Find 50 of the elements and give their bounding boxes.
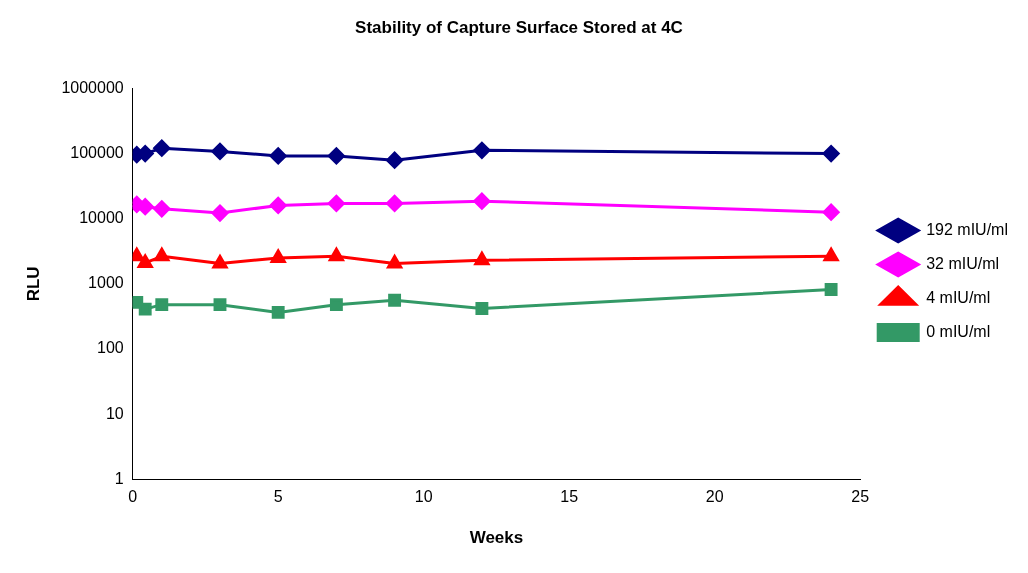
point bbox=[137, 254, 153, 268]
point bbox=[212, 255, 228, 269]
point bbox=[475, 302, 489, 315]
y-axis-title: RLU bbox=[23, 266, 43, 302]
legend-label: 0 mIU/ml bbox=[926, 322, 991, 340]
y-tick-label: 10 bbox=[105, 404, 124, 422]
point bbox=[211, 142, 229, 160]
point bbox=[822, 145, 840, 163]
point bbox=[154, 247, 170, 262]
point bbox=[473, 141, 491, 159]
point bbox=[213, 298, 227, 312]
point bbox=[822, 203, 840, 221]
point bbox=[474, 251, 490, 266]
point bbox=[824, 283, 838, 296]
point bbox=[327, 194, 345, 212]
y-tick-label: 10000 bbox=[79, 209, 124, 227]
x-tick-label: 5 bbox=[273, 488, 283, 506]
point bbox=[473, 192, 491, 210]
y-tick-label: 100 bbox=[96, 339, 124, 357]
point bbox=[270, 249, 286, 263]
point bbox=[138, 302, 152, 316]
point bbox=[271, 305, 285, 319]
point bbox=[388, 293, 402, 307]
point bbox=[211, 204, 229, 222]
point bbox=[329, 298, 343, 312]
chart-title: Stability of Capture Surface Stored at 4C bbox=[355, 17, 683, 37]
x-tick-label: 25 bbox=[851, 488, 870, 506]
point bbox=[155, 298, 169, 312]
y-tick-label: 1 bbox=[114, 469, 124, 487]
point bbox=[387, 255, 403, 269]
x-tick-label: 0 bbox=[128, 488, 138, 506]
x-axis-title: Weeks bbox=[469, 528, 524, 548]
x-tick-label: 15 bbox=[560, 488, 579, 506]
point bbox=[328, 247, 344, 262]
x-tick-label: 20 bbox=[705, 488, 724, 506]
x-tick-label: 10 bbox=[414, 488, 433, 506]
y-tick-label: 1000 bbox=[88, 274, 124, 292]
legend-label: 32 mIU/ml bbox=[926, 254, 1000, 272]
point bbox=[269, 196, 287, 214]
point bbox=[823, 247, 839, 262]
point bbox=[153, 200, 171, 218]
y-tick-label: 100000 bbox=[70, 143, 124, 161]
point bbox=[386, 151, 404, 169]
legend-label: 192 mIU/ml bbox=[926, 220, 1008, 238]
y-tick-label: 1000000 bbox=[61, 78, 124, 96]
point bbox=[269, 147, 287, 165]
point bbox=[327, 147, 345, 165]
legend-label: 4 mIU/ml bbox=[926, 288, 991, 306]
point bbox=[386, 194, 404, 212]
point bbox=[153, 139, 171, 157]
